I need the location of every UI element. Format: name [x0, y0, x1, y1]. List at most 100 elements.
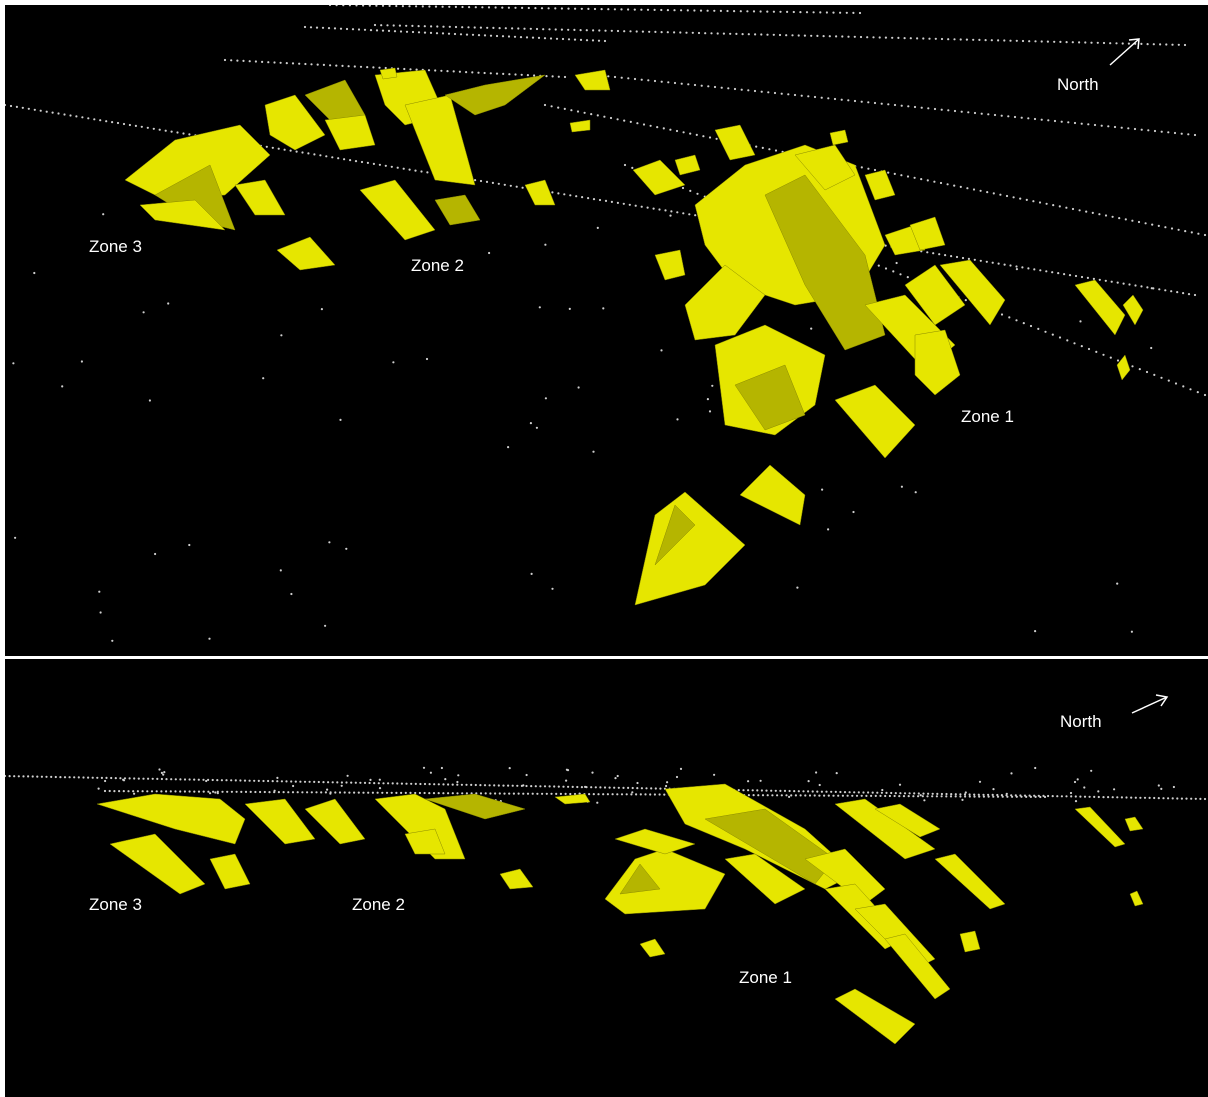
drillhole-point — [372, 162, 375, 165]
drillhole-point — [459, 33, 463, 36]
drillhole-point — [1110, 280, 1113, 283]
drillhole-point — [1183, 43, 1187, 47]
drillhole-point — [597, 39, 601, 42]
drillhole-point — [569, 792, 572, 796]
drillhole-point — [813, 794, 816, 797]
drillhole-point — [652, 207, 655, 210]
drillhole-point — [972, 38, 975, 41]
drillhole-point — [898, 783, 902, 786]
drillhole-point — [1045, 202, 1048, 205]
drillhole-point — [965, 38, 969, 41]
drillhole-point — [1189, 388, 1192, 391]
drillhole-point — [202, 790, 205, 793]
drillhole-point — [772, 10, 776, 13]
drillhole-point — [557, 785, 560, 788]
drillhole-point — [603, 39, 607, 43]
drillhole-point — [80, 360, 83, 363]
drillhole-point — [339, 27, 343, 30]
drillhole-point — [576, 785, 579, 789]
drillhole-point — [188, 790, 191, 793]
drillhole-point — [1140, 285, 1143, 288]
drillhole-point — [283, 148, 286, 151]
drillhole-point — [771, 794, 774, 797]
drillhole-point — [576, 110, 580, 113]
drillhole-point — [893, 794, 896, 798]
drillhole-point — [607, 8, 610, 11]
drillhole-point — [673, 81, 677, 85]
drillhole-point — [487, 6, 491, 9]
drillhole-point — [839, 11, 842, 14]
drillhole-point — [477, 71, 480, 74]
drillhole-point — [928, 37, 931, 40]
drillhole-point — [366, 66, 369, 69]
drillhole-point — [465, 33, 469, 36]
drillhole-point — [529, 422, 533, 425]
drillhole-point — [1116, 359, 1120, 362]
drillhole-point — [295, 150, 298, 153]
drillhole-point — [978, 780, 982, 783]
drillhole-point — [373, 23, 377, 27]
drillhole-point — [839, 790, 842, 794]
drillhole-point — [747, 89, 750, 92]
drillhole-point — [666, 9, 670, 12]
drillhole-point — [512, 792, 515, 795]
drillhole-point — [5, 103, 7, 107]
drillhole-point — [508, 792, 511, 795]
drillhole-point — [384, 164, 387, 167]
drillhole-point — [1157, 797, 1160, 800]
drillhole-point — [881, 788, 884, 792]
drillhole-point — [987, 795, 990, 798]
drillhole-point — [922, 37, 925, 40]
drillhole-point — [827, 97, 830, 100]
drillhole-point — [220, 779, 223, 782]
drillhole-point — [1144, 222, 1147, 225]
drillhole-point — [456, 780, 459, 784]
drillhole-point — [658, 793, 661, 796]
drillhole-point — [768, 148, 771, 151]
drillhole-point — [485, 180, 489, 183]
drillhole-point — [1073, 342, 1076, 345]
drillhole-point — [823, 794, 826, 797]
drillhole-point — [606, 793, 610, 796]
drillhole-point — [280, 334, 283, 337]
drillhole-point — [833, 97, 837, 101]
drillhole-point — [381, 29, 385, 32]
drillhole-point — [550, 792, 553, 795]
drillhole-point — [812, 11, 815, 14]
drillhole-point — [188, 133, 191, 136]
drillhole-point — [401, 5, 404, 8]
drillhole-point — [533, 74, 536, 77]
drillhole-point — [230, 779, 233, 782]
drillhole-point — [96, 776, 99, 779]
drillhole-point — [1053, 40, 1056, 43]
drillhole-point — [859, 35, 863, 39]
drillhole-point — [791, 34, 794, 37]
orebody-shape — [909, 216, 946, 251]
drillhole-point — [367, 791, 370, 794]
drillhole-point — [742, 789, 745, 792]
drillhole-point — [922, 792, 925, 795]
drillhole-point — [1044, 330, 1047, 333]
drillhole-point — [636, 781, 639, 785]
drillhole-point — [1158, 288, 1161, 291]
drillhole-point — [335, 5, 338, 7]
drillhole-point — [102, 213, 105, 216]
drillhole-point — [1032, 200, 1035, 203]
drillhole-point — [852, 11, 855, 14]
drillhole-point — [867, 791, 870, 794]
drillhole-point — [376, 791, 379, 794]
drillhole-point — [345, 781, 348, 784]
drillhole-point — [437, 783, 440, 786]
drillhole-point — [907, 105, 910, 108]
drillhole-point — [165, 790, 168, 793]
drillhole-point — [1153, 796, 1156, 800]
drillhole-point — [395, 5, 398, 8]
drillhole-point — [944, 254, 947, 257]
drillhole-point — [538, 306, 541, 309]
drillhole-point — [448, 5, 451, 8]
drillhole-point — [616, 793, 619, 796]
drillhole-point — [1184, 230, 1187, 233]
drillhole-point — [54, 775, 57, 779]
drillhole-point — [122, 778, 125, 781]
drillhole-point — [563, 193, 566, 196]
